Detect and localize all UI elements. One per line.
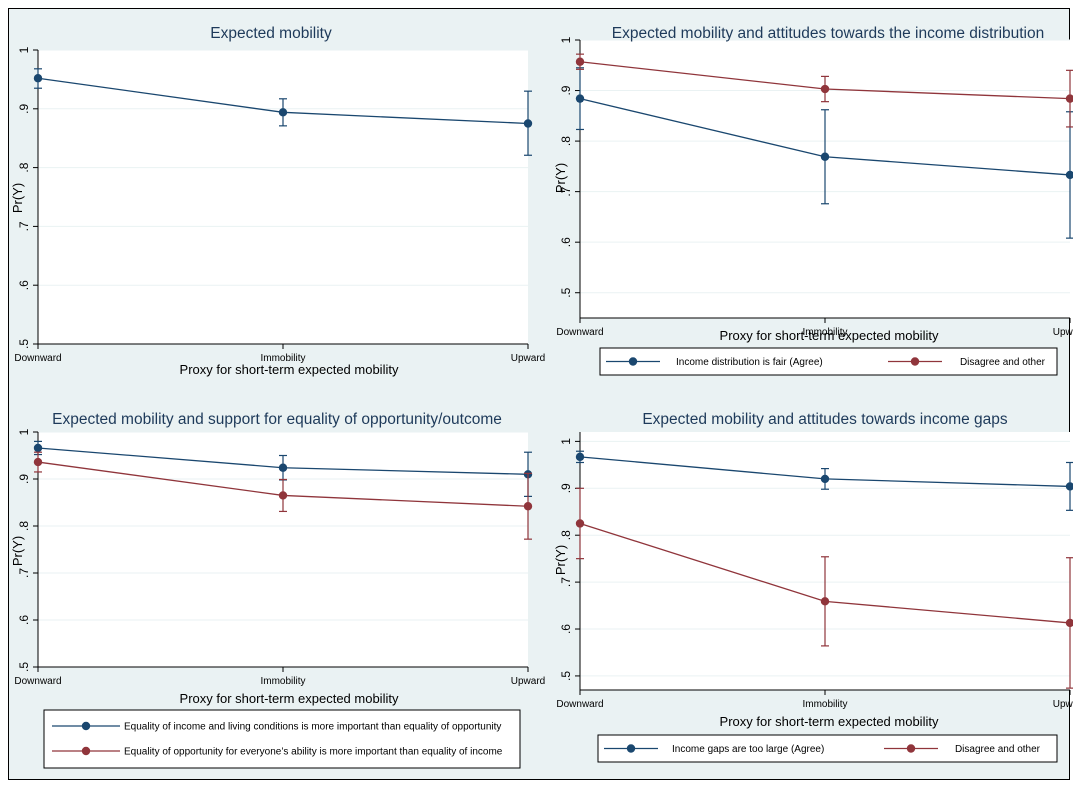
y-tick-label: .9 — [17, 474, 31, 484]
data-point — [33, 443, 43, 453]
y-tick-label: .7 — [559, 186, 573, 196]
chart-panel-1: .5 .6 .7 .8 .9 1 Downward Immobility Upward Expec… — [10, 25, 545, 377]
legend-box — [599, 347, 1058, 376]
x-axis-label: Proxy for short-term expected mobility — [720, 714, 939, 729]
y-tick-label: .5 — [17, 339, 31, 349]
legend-box — [597, 734, 1058, 763]
y-tick-label: .5 — [559, 671, 573, 681]
legend-marker — [910, 357, 920, 366]
y-tick-label: .8 — [17, 162, 31, 172]
data-point — [575, 452, 585, 462]
chart-title: Expected mobility and attitudes towards … — [642, 411, 1008, 428]
x-tick-label: Downward — [556, 327, 603, 338]
legend-marker — [81, 746, 91, 756]
plot-area — [38, 50, 528, 344]
data-point — [278, 108, 288, 117]
data-point — [1065, 618, 1073, 628]
data-point — [575, 94, 585, 103]
y-tick-label: .6 — [17, 615, 31, 625]
legend-label: Equality of opportunity for everyone’s a… — [124, 747, 503, 758]
y-tick-label: .7 — [17, 221, 31, 231]
data-point — [1065, 94, 1073, 103]
y-axis-label: Pr(Y) — [553, 545, 568, 575]
chart-title: Expected mobility and support for equali… — [52, 411, 502, 428]
y-tick-label: 1 — [17, 428, 31, 435]
x-axis-label: Proxy for short-term expected mobility — [180, 691, 399, 706]
data-point — [278, 463, 288, 472]
data-point — [820, 597, 830, 606]
x-tick-label: Downward — [14, 676, 61, 687]
y-tick-label: .8 — [559, 136, 573, 146]
x-tick-label: Upward — [1053, 699, 1073, 710]
legend-marker — [81, 721, 91, 731]
legend-marker — [628, 357, 638, 366]
y-tick-label: 1 — [17, 46, 31, 53]
data-point — [820, 84, 830, 94]
data-point — [33, 74, 43, 83]
y-axis-label: Pr(Y) — [553, 163, 568, 193]
y-tick-label: .9 — [559, 483, 573, 493]
data-point — [820, 474, 830, 484]
legend-label: Income gaps are too large (Agree) — [672, 744, 824, 755]
y-axis-label: Pr(Y) — [10, 536, 25, 566]
y-tick-label: .6 — [17, 280, 31, 290]
data-point — [33, 457, 43, 467]
y-tick-label: .7 — [559, 577, 573, 587]
data-point — [523, 502, 533, 511]
legend-label: Income distribution is fair (Agree) — [676, 357, 823, 368]
chart-title: Expected mobility and attitudes towards … — [612, 25, 1045, 42]
x-tick-label: Immobility — [802, 327, 847, 338]
y-tick-label: .5 — [559, 287, 573, 297]
y-tick-label: .8 — [17, 521, 31, 531]
x-tick-label: Downward — [14, 353, 61, 364]
legend-marker — [906, 744, 916, 753]
y-tick-label: .5 — [17, 662, 31, 672]
y-tick-label: 1 — [559, 438, 573, 445]
y-tick-label: .6 — [559, 237, 573, 247]
legend-label: Disagree and other — [960, 357, 1046, 368]
chart-panel-4: .5 .6 .7 .8 .9 1 Downward Immobility Upward Expec… — [553, 411, 1073, 763]
data-point — [1065, 482, 1073, 491]
legend: Equality of income and living conditions… — [43, 709, 521, 769]
y-tick-label: .9 — [17, 103, 31, 113]
legend: Income gaps are too large (Agree) Disagre… — [597, 734, 1058, 763]
chart-panel-2: .5 .6 .7 .8 .9 1 Downward Immobility Upward Expec… — [553, 25, 1073, 376]
x-tick-label: Upward — [511, 353, 545, 364]
legend-label: Equality of income and living conditions… — [124, 722, 501, 733]
legend-label: Disagree and other — [955, 744, 1041, 755]
y-tick-label: 1 — [559, 36, 573, 43]
data-point — [278, 491, 288, 500]
x-tick-label: Immobility — [260, 676, 305, 687]
x-axis-label: Proxy for short-term expected mobility — [180, 362, 399, 377]
y-tick-label: .8 — [559, 530, 573, 540]
x-tick-label: Upward — [1053, 327, 1073, 338]
data-point — [575, 519, 585, 528]
y-tick-label: .7 — [17, 568, 31, 578]
legend-box — [43, 709, 521, 769]
x-tick-label: Upward — [511, 676, 545, 687]
data-point — [820, 152, 830, 161]
data-point — [523, 119, 533, 128]
y-tick-label: .9 — [559, 85, 573, 95]
x-tick-label: Immobility — [802, 699, 847, 710]
y-axis-label: Pr(Y) — [10, 183, 25, 213]
x-tick-label: Immobility — [260, 353, 305, 364]
x-axis-label: Proxy for short-term expected mobility — [720, 328, 939, 343]
legend-marker — [626, 744, 636, 753]
chart-title: Expected mobility — [210, 25, 332, 42]
chart-panel-3: .5 .6 .7 .8 .9 1 Downward Immobility Upward Expec… — [10, 411, 545, 769]
y-tick-label: .6 — [559, 624, 573, 634]
data-point — [1065, 170, 1073, 180]
data-point — [575, 57, 585, 66]
legend: Income distribution is fair (Agree) Disag… — [599, 347, 1058, 376]
x-tick-label: Downward — [556, 699, 603, 710]
